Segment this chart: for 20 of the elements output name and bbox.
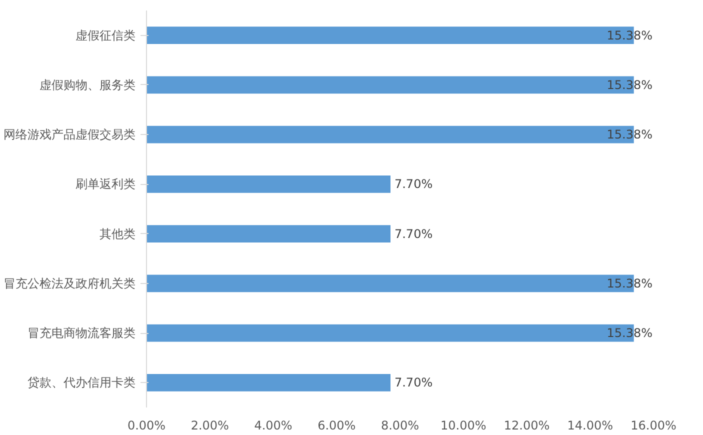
x-tick-label: 12.00%	[504, 418, 550, 432]
x-tick-label: 0.00%	[127, 418, 166, 432]
y-tick-label: 刷单返利类	[76, 177, 136, 192]
x-tick-label: 2.00%	[190, 418, 229, 432]
x-tick-label: 14.00%	[567, 418, 614, 432]
x-tick-label: 10.00%	[440, 418, 486, 432]
x-tick-label: 16.00%	[630, 418, 676, 432]
x-tick-label: 8.00%	[380, 418, 420, 432]
y-tick-label: 虚假购物、服务类	[40, 78, 136, 92]
data-label: 7.70%	[394, 226, 433, 241]
y-tick-label: 冒充公检法及政府机关类	[4, 276, 136, 290]
y-tick-label: 贷款、代办信用卡类	[28, 376, 136, 390]
data-label: 7.70%	[394, 177, 433, 192]
y-tick-label: 虚假征信类	[76, 28, 136, 42]
data-label: 7.70%	[394, 376, 433, 390]
y-tick-label: 其他类	[100, 226, 136, 241]
y-tick-label: 冒充电商物流客服类	[28, 326, 136, 340]
x-tick-label: 6.00%	[318, 418, 356, 432]
y-tick-label: 网络游戏产品虚假交易类	[4, 128, 136, 142]
x-tick-label: 4.00%	[254, 418, 292, 432]
